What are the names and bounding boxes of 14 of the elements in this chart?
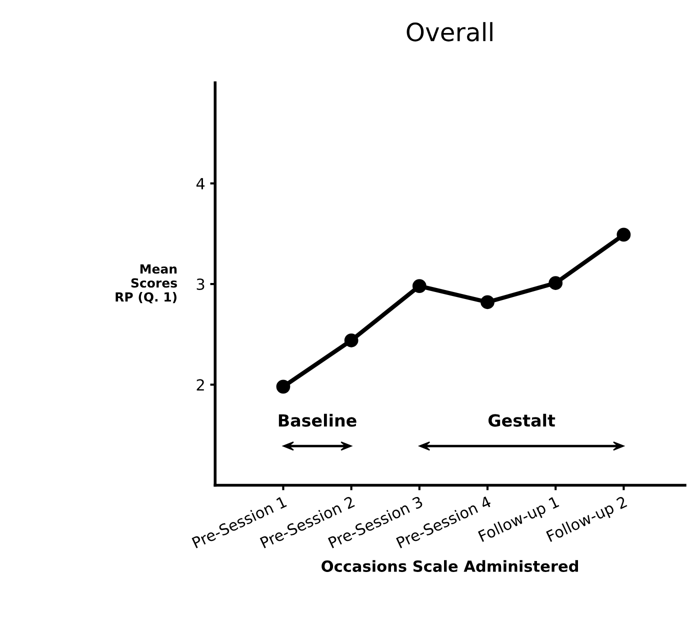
chart-title: Overall [406,22,492,42]
point [276,380,290,394]
point [616,228,631,242]
y-axis-title: Mean Scores RP (Q. 1) [116,264,177,304]
point [480,295,494,310]
point [548,276,563,290]
annotation: Gestalt [488,414,556,427]
x-axis-title: Occasions Scale Administered [322,560,578,572]
annotation: Baseline [278,414,356,427]
y-tick-label: 2 [196,379,204,390]
point [344,333,358,348]
y-tick-label: 4 [196,178,205,190]
point [412,279,426,293]
y-tick-label: 3 [196,278,204,290]
